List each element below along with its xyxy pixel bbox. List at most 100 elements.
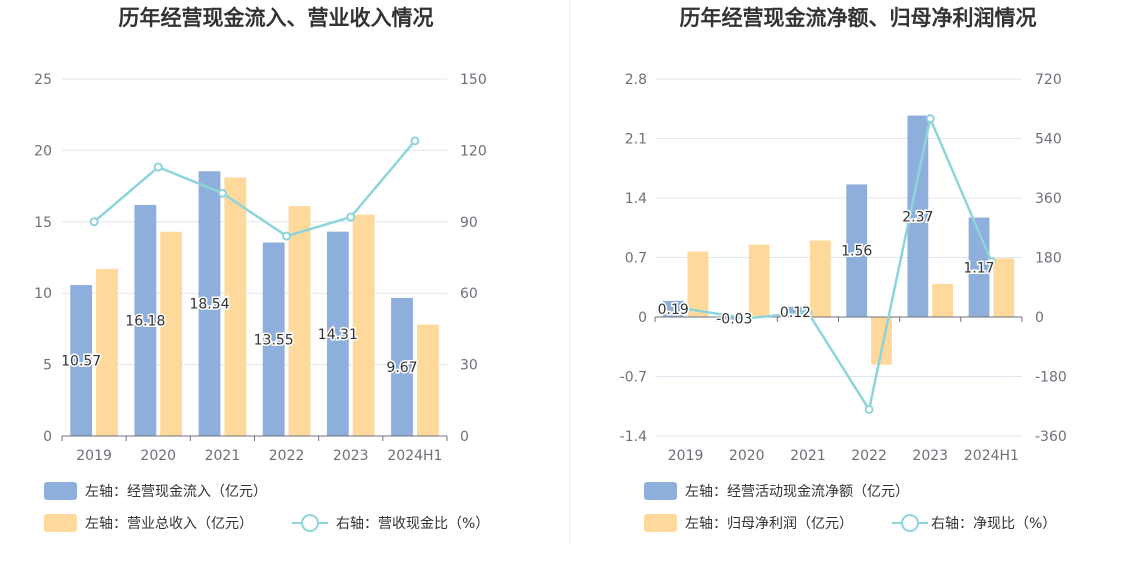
chart-title: 历年经营现金流入、营业收入情况 — [119, 6, 434, 30]
bar-data-label: 1.17 — [963, 260, 994, 276]
bar-series1[interactable] — [70, 285, 93, 436]
ratio-point[interactable] — [803, 307, 813, 317]
right-tick-label: -180 — [1035, 370, 1067, 386]
bar-data-label: 2.37 — [902, 209, 933, 225]
legend-label-series2[interactable]: 左轴：归母净利润（亿元） — [685, 515, 853, 532]
right-tick-label: 120 — [460, 143, 487, 159]
ratio-point[interactable] — [864, 405, 874, 415]
bar-data-label: 1.56 — [841, 244, 872, 260]
ratio-point[interactable] — [217, 188, 227, 198]
ratio-point[interactable] — [410, 136, 420, 146]
x-tick-label: 2019 — [76, 448, 112, 464]
bar-series1[interactable] — [662, 300, 684, 317]
legend-swatch-bar2[interactable] — [44, 514, 77, 532]
bar-data-label: -0.03 — [716, 311, 752, 327]
ratio-point[interactable] — [282, 231, 292, 241]
legend-swatch-bar1[interactable] — [644, 482, 677, 500]
left-tick-label: -1.4 — [620, 429, 647, 445]
bar-data-label: 13.55 — [254, 332, 294, 348]
bar-series2[interactable] — [416, 324, 439, 436]
bar-series2[interactable] — [932, 283, 954, 317]
right-tick-label: -360 — [1035, 429, 1067, 445]
ratio-point[interactable] — [925, 114, 935, 124]
bar-series1[interactable] — [391, 297, 413, 436]
left-tick-label: 0 — [43, 429, 52, 445]
x-tick-label: 2024H1 — [387, 448, 442, 464]
left-tick-label: 2.8 — [625, 72, 647, 88]
bar-series2[interactable] — [288, 206, 311, 436]
bar-series1[interactable] — [723, 317, 745, 320]
bar-data-label: 14.31 — [318, 327, 358, 343]
x-tick-label: 2023 — [912, 448, 948, 464]
legend-label-series1[interactable]: 左轴：经营现金流入（亿元） — [85, 484, 267, 500]
right-tick-label: 0 — [1035, 310, 1044, 326]
bar-series1[interactable] — [326, 231, 349, 436]
bar-series1[interactable] — [907, 115, 929, 317]
bar-series1[interactable] — [198, 171, 221, 437]
x-tick-label: 2024H1 — [964, 448, 1019, 464]
left-tick-label: 5 — [43, 358, 52, 374]
left-tick-label: 25 — [34, 72, 52, 88]
legend-label-series1[interactable]: 左轴：经营活动现金流净额（亿元） — [685, 484, 909, 500]
x-tick-label: 2022 — [851, 448, 887, 464]
x-tick-label: 2020 — [140, 448, 176, 464]
chart-title: 历年经营现金流净额、归母净利润情况 — [680, 6, 1037, 30]
right-tick-label: 0 — [460, 429, 469, 445]
bar-series1[interactable] — [134, 204, 157, 436]
net-cash-flow-profit-chart: 历年经营现金流净额、归母净利润情况 -1.4 -360 -0.7 -180 0 0 0.7 1… — [620, 6, 1067, 532]
legend-swatch-bar2[interactable] — [644, 514, 677, 532]
bar-series1[interactable] — [846, 184, 868, 317]
x-tick-label: 2021 — [790, 448, 826, 464]
x-tick-label: 2023 — [333, 448, 369, 464]
bar-data-label: 0.19 — [658, 302, 689, 318]
bar-series2[interactable] — [224, 177, 247, 437]
legend-marker-icon[interactable] — [301, 514, 319, 532]
legend-label-series3[interactable]: 右轴：营收现金比（%） — [336, 516, 489, 532]
bar-series1[interactable] — [262, 242, 285, 436]
bar-series2[interactable] — [993, 258, 1015, 317]
right-tick-label: 720 — [1035, 72, 1062, 88]
right-tick-label: 360 — [1035, 191, 1062, 207]
ratio-line[interactable] — [93, 140, 416, 238]
ratio-point[interactable] — [742, 313, 752, 323]
bar-data-label: 0.12 — [780, 305, 811, 321]
x-tick-label: 2020 — [729, 448, 765, 464]
legend-label-series3[interactable]: 右轴：净现比（%） — [931, 516, 1056, 532]
ratio-point[interactable] — [89, 217, 99, 227]
ratio-point[interactable] — [681, 304, 691, 314]
ratio-line[interactable] — [685, 114, 993, 413]
bar-series2[interactable] — [687, 251, 709, 317]
left-tick-label: 0 — [638, 310, 647, 326]
ratio-point[interactable] — [986, 256, 996, 266]
left-tick-label: 20 — [34, 143, 52, 159]
right-tick-label: 60 — [460, 286, 478, 302]
legend-swatch-bar1[interactable] — [44, 482, 77, 500]
left-tick-label: 1.4 — [625, 191, 647, 207]
right-tick-label: 180 — [1035, 251, 1062, 267]
x-tick-label: 2022 — [269, 448, 305, 464]
ratio-point[interactable] — [346, 212, 356, 222]
right-tick-label: 90 — [460, 215, 478, 231]
bar-series2[interactable] — [160, 231, 183, 436]
left-tick-label: -0.7 — [620, 370, 647, 386]
bar-series2[interactable] — [748, 244, 770, 317]
right-tick-label: 150 — [460, 72, 487, 88]
legend-marker-icon[interactable] — [901, 514, 919, 532]
bar-data-label: 10.57 — [61, 354, 101, 370]
bar-series2[interactable] — [871, 317, 892, 365]
bar-data-label: 9.67 — [386, 360, 417, 376]
cash-inflow-revenue-chart: 历年经营现金流入、营业收入情况 0 0 5 30 10 60 15 90 20 120 25 150 2… — [34, 6, 489, 532]
bar-series2[interactable] — [809, 240, 831, 318]
bar-series2[interactable] — [96, 268, 118, 436]
bar-series2[interactable] — [352, 214, 375, 436]
left-tick-label: 0.7 — [625, 251, 647, 267]
ratio-point[interactable] — [153, 162, 163, 172]
left-tick-label: 10 — [34, 286, 52, 302]
legend-label-series2[interactable]: 左轴：营业总收入（亿元） — [85, 516, 253, 532]
bar-series1[interactable] — [785, 306, 806, 317]
right-tick-label: 540 — [1035, 132, 1062, 148]
bar-data-label: 16.18 — [125, 313, 165, 329]
x-tick-label: 2021 — [205, 448, 241, 464]
bar-data-label: 18.54 — [189, 297, 229, 313]
